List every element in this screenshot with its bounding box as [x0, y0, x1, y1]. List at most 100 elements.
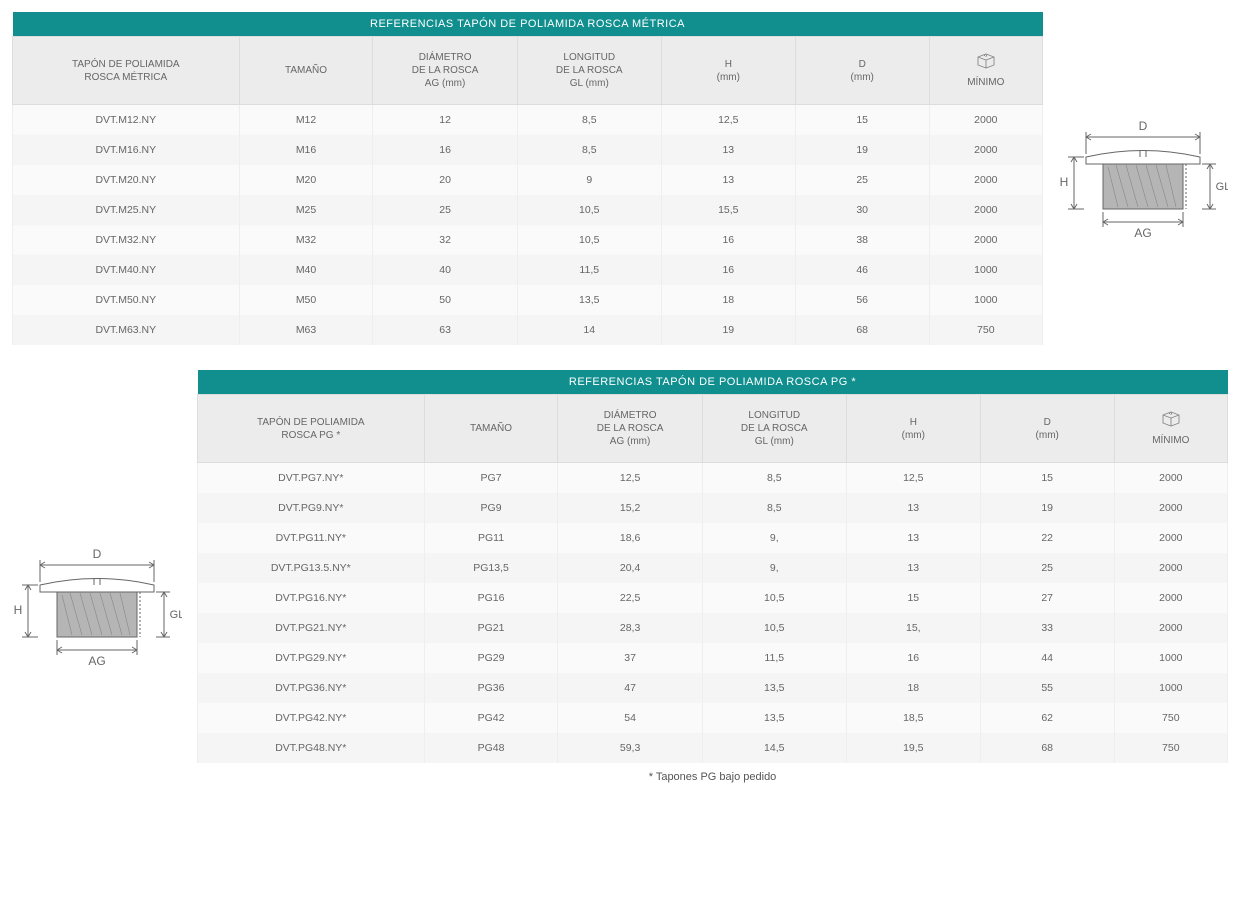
table-row: DVT.PG29.NY*PG293711,516441000	[198, 643, 1228, 673]
table-cell: 750	[929, 315, 1042, 345]
svg-text:D: D	[93, 547, 102, 561]
table-cell: DVT.M40.NY	[13, 255, 240, 285]
table-cell: DVT.PG29.NY*	[198, 643, 425, 673]
table-cell: 25	[795, 165, 929, 195]
table-cell: 16	[846, 643, 980, 673]
table-cell: DVT.M25.NY	[13, 195, 240, 225]
table-pg-title: REFERENCIAS TAPÓN DE POLIAMIDA ROSCA PG …	[198, 370, 1228, 395]
table-row: DVT.PG42.NY*PG425413,518,562750	[198, 703, 1228, 733]
table-cell: 1000	[1114, 673, 1227, 703]
table-cell: 8,5	[702, 493, 846, 523]
table-cell: PG11	[424, 523, 558, 553]
table-row: DVT.PG9.NY*PG915,28,513192000	[198, 493, 1228, 523]
table-cell: PG42	[424, 703, 558, 733]
table-cell: 1000	[929, 285, 1042, 315]
column-header: TAPÓN DE POLIAMIDAROSCA MÉTRICA	[13, 37, 240, 105]
table-cell: 25	[373, 195, 517, 225]
table-cell: 2000	[1114, 613, 1227, 643]
column-header: LONGITUDDE LA ROSCAGL (mm)	[702, 395, 846, 463]
column-header: D(mm)	[795, 37, 929, 105]
table-cell: 15	[846, 583, 980, 613]
table-metric-wrap: REFERENCIAS TAPÓN DE POLIAMIDA ROSCA MÉT…	[12, 12, 1043, 345]
table-row: DVT.M32.NYM323210,516382000	[13, 225, 1043, 255]
table-cell: DVT.PG11.NY*	[198, 523, 425, 553]
table-row: DVT.M12.NYM12128,512,5152000	[13, 105, 1043, 136]
table-pg-title-row: REFERENCIAS TAPÓN DE POLIAMIDA ROSCA PG …	[198, 370, 1228, 395]
table-cell: M40	[239, 255, 373, 285]
table-cell: PG13,5	[424, 553, 558, 583]
section-metric: REFERENCIAS TAPÓN DE POLIAMIDA ROSCA MÉT…	[12, 12, 1228, 345]
table-cell: 16	[661, 225, 795, 255]
table-cell: DVT.PG7.NY*	[198, 463, 425, 494]
table-cell: 32	[373, 225, 517, 255]
table-cell: 37	[558, 643, 702, 673]
table-cell: 18,6	[558, 523, 702, 553]
svg-text:D: D	[1139, 119, 1148, 133]
table-cell: M63	[239, 315, 373, 345]
column-header: TAPÓN DE POLIAMIDAROSCA PG *	[198, 395, 425, 463]
table-cell: DVT.PG21.NY*	[198, 613, 425, 643]
table-cell: 11,5	[517, 255, 661, 285]
table-cell: 15,2	[558, 493, 702, 523]
table-cell: 10,5	[517, 225, 661, 255]
table-cell: 50	[373, 285, 517, 315]
table-cell: 19	[661, 315, 795, 345]
table-cell: 19,5	[846, 733, 980, 763]
table-cell: 13	[661, 165, 795, 195]
table-cell: 13,5	[517, 285, 661, 315]
diagram-metric: DHGLAG	[1058, 12, 1228, 242]
table-cell: 750	[1114, 703, 1227, 733]
table-cell: 13,5	[702, 703, 846, 733]
table-cell: 12,5	[846, 463, 980, 494]
table-cell: PG7	[424, 463, 558, 494]
table-cell: 2000	[1114, 583, 1227, 613]
svg-text:GL: GL	[1216, 181, 1228, 193]
table-row: DVT.M40.NYM404011,516461000	[13, 255, 1043, 285]
table-cell: PG36	[424, 673, 558, 703]
table-pg: REFERENCIAS TAPÓN DE POLIAMIDA ROSCA PG …	[197, 370, 1228, 763]
table-cell: 19	[795, 135, 929, 165]
table-cell: 13	[846, 553, 980, 583]
table-cell: PG29	[424, 643, 558, 673]
table-metric-headers: TAPÓN DE POLIAMIDAROSCA MÉTRICATAMAÑODIÁ…	[13, 37, 1043, 105]
table-cell: 68	[980, 733, 1114, 763]
table-pg-wrap: REFERENCIAS TAPÓN DE POLIAMIDA ROSCA PG …	[197, 370, 1228, 783]
table-cell: 15	[795, 105, 929, 136]
table-cell: 18	[661, 285, 795, 315]
table-cell: 14,5	[702, 733, 846, 763]
column-header: MÍNIMO	[1114, 395, 1227, 463]
table-cell: PG9	[424, 493, 558, 523]
table-cell: 25	[980, 553, 1114, 583]
table-row: DVT.M20.NYM2020913252000	[13, 165, 1043, 195]
table-cell: 13,5	[702, 673, 846, 703]
table-cell: M16	[239, 135, 373, 165]
table-cell: 8,5	[702, 463, 846, 494]
table-cell: 18,5	[846, 703, 980, 733]
table-cell: DVT.M63.NY	[13, 315, 240, 345]
table-row: DVT.PG11.NY*PG1118,69,13222000	[198, 523, 1228, 553]
section-pg: DHGLAG REFERENCIAS TAPÓN DE POLIAMIDA RO…	[12, 370, 1228, 783]
table-cell: 12	[373, 105, 517, 136]
table-cell: 2000	[1114, 553, 1227, 583]
table-cell: 750	[1114, 733, 1227, 763]
table-pg-body: DVT.PG7.NY*PG712,58,512,5152000DVT.PG9.N…	[198, 463, 1228, 764]
table-row: DVT.PG13.5.NY*PG13,520,49,13252000	[198, 553, 1228, 583]
table-cell: 1000	[929, 255, 1042, 285]
table-cell: DVT.PG16.NY*	[198, 583, 425, 613]
table-cell: 2000	[929, 105, 1042, 136]
plug-diagram-icon: DHGLAG	[12, 540, 182, 670]
table-row: DVT.PG36.NY*PG364713,518551000	[198, 673, 1228, 703]
table-cell: 2000	[1114, 463, 1227, 494]
svg-text:GL: GL	[170, 609, 182, 621]
table-cell: 20,4	[558, 553, 702, 583]
table-cell: 8,5	[517, 105, 661, 136]
column-header: LONGITUDDE LA ROSCAGL (mm)	[517, 37, 661, 105]
table-cell: 20	[373, 165, 517, 195]
table-cell: 16	[373, 135, 517, 165]
table-cell: 16	[661, 255, 795, 285]
table-cell: 2000	[929, 135, 1042, 165]
table-row: DVT.PG16.NY*PG1622,510,515272000	[198, 583, 1228, 613]
table-cell: 40	[373, 255, 517, 285]
column-header: H(mm)	[846, 395, 980, 463]
table-cell: 10,5	[702, 613, 846, 643]
